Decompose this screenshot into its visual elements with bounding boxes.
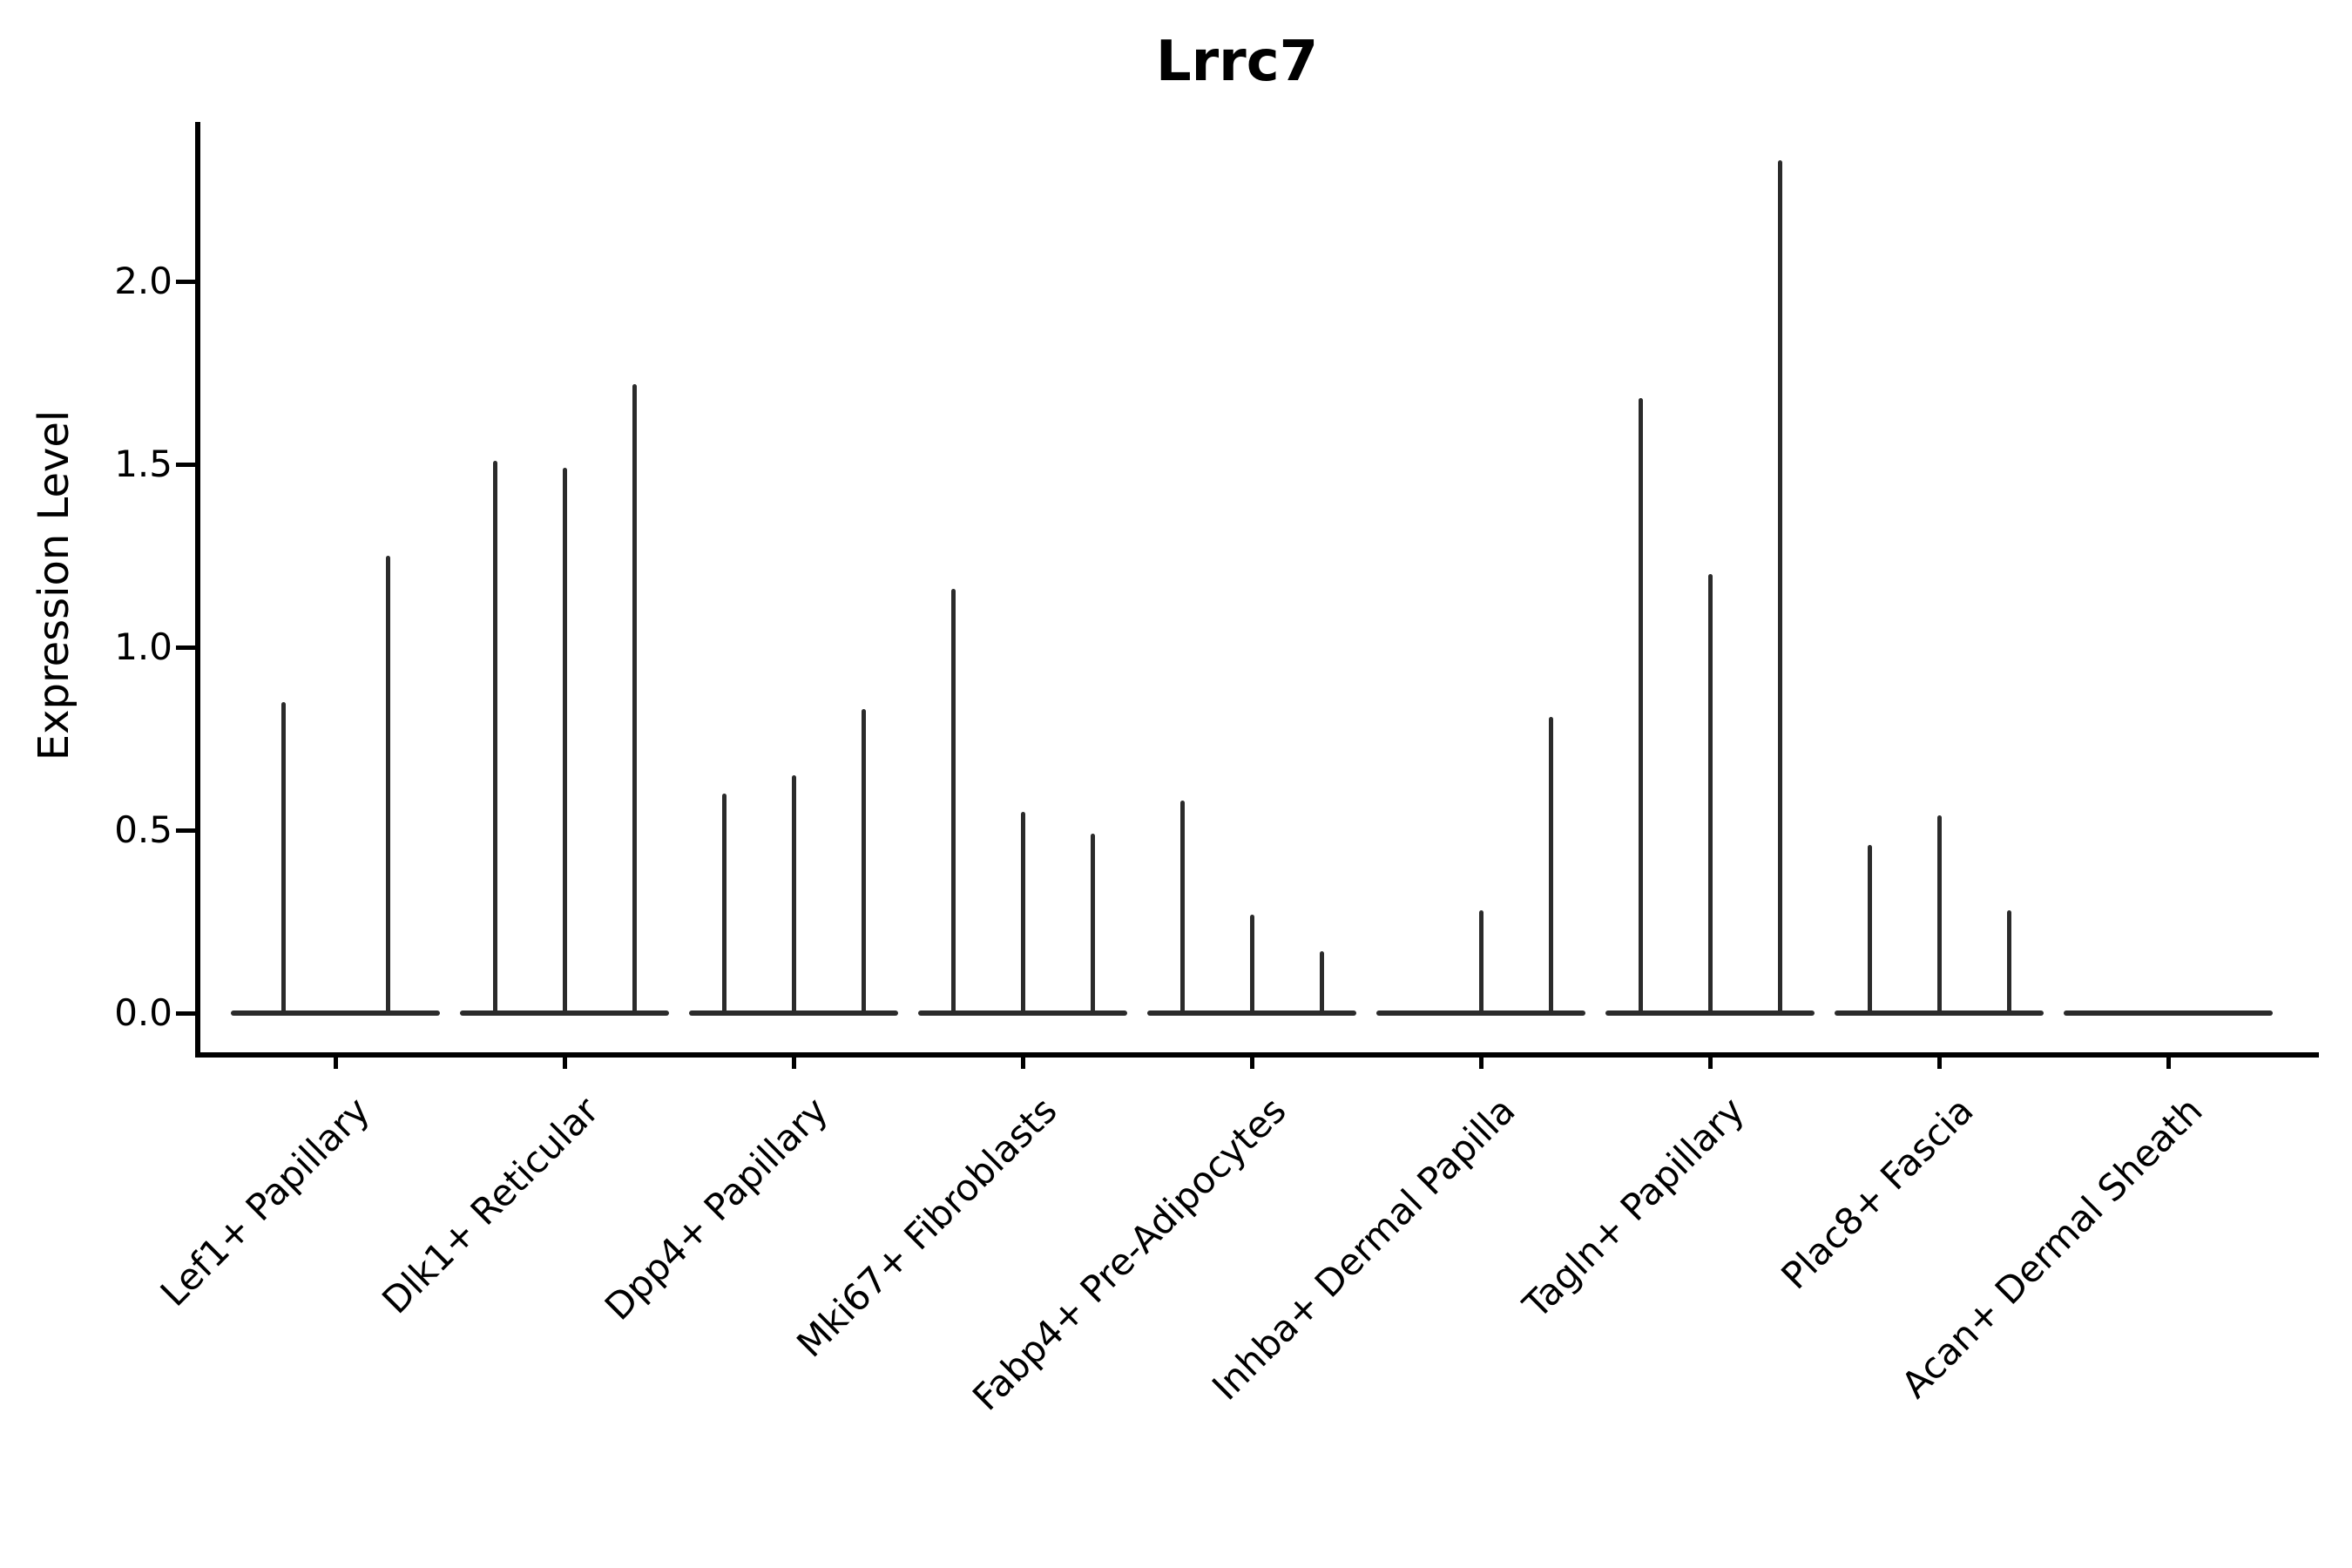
violin-spike bbox=[1021, 812, 1025, 1013]
x-tick bbox=[1937, 1055, 1942, 1069]
y-tick bbox=[176, 1011, 195, 1016]
x-tick bbox=[1479, 1055, 1484, 1069]
y-tick bbox=[176, 463, 195, 467]
x-tick-label: Dpp4+ Papillary bbox=[596, 1089, 836, 1328]
x-tick-label: Inhba+ Dermal Papilla bbox=[1203, 1089, 1524, 1409]
violin-baseline bbox=[1605, 1010, 1815, 1016]
violin-baseline bbox=[1835, 1010, 2044, 1016]
y-tick-label: 0.5 bbox=[114, 808, 172, 851]
violin-spike bbox=[1937, 815, 1942, 1013]
x-tick bbox=[563, 1055, 567, 1069]
violin-spike bbox=[1479, 910, 1484, 1013]
x-tick-label: Mki67+ Fibroblasts bbox=[788, 1089, 1065, 1366]
violin-spike bbox=[1549, 717, 1553, 1013]
violin-baseline bbox=[918, 1010, 1127, 1016]
x-tick-label: Tagln+ Papillary bbox=[1514, 1089, 1753, 1327]
y-axis-line bbox=[195, 122, 200, 1058]
x-tick bbox=[1708, 1055, 1713, 1069]
violin-spike bbox=[1708, 574, 1713, 1013]
x-tick bbox=[792, 1055, 796, 1069]
violin-spike bbox=[563, 468, 567, 1013]
violin-spike bbox=[1639, 398, 1643, 1013]
x-tick bbox=[1250, 1055, 1254, 1069]
violin-spike bbox=[1320, 951, 1324, 1013]
x-tick-label: Plac8+ Fascia bbox=[1773, 1089, 1982, 1298]
violin-baseline bbox=[1147, 1010, 1356, 1016]
violin-spike bbox=[862, 709, 866, 1013]
x-tick bbox=[334, 1055, 338, 1069]
violin-spike bbox=[386, 556, 390, 1013]
violin-spike bbox=[2007, 910, 2011, 1013]
violin-baseline bbox=[231, 1010, 440, 1016]
violin-spike bbox=[722, 794, 727, 1013]
violin-spike bbox=[1868, 845, 1872, 1013]
x-tick-label: Acan+ Dermal Sheath bbox=[1893, 1089, 2211, 1407]
y-tick-label: 0.0 bbox=[114, 991, 172, 1034]
x-tick-label: Dlk1+ Reticular bbox=[374, 1089, 607, 1322]
violin-spike bbox=[632, 384, 637, 1013]
violin-spike bbox=[281, 702, 286, 1013]
x-tick bbox=[2166, 1055, 2171, 1069]
y-tick-label: 1.0 bbox=[114, 625, 172, 668]
y-tick bbox=[176, 280, 195, 284]
y-tick bbox=[176, 828, 195, 833]
x-tick-label: Fabp4+ Pre-Adipocytes bbox=[964, 1089, 1294, 1419]
violin-baseline bbox=[460, 1010, 669, 1016]
y-tick-label: 1.5 bbox=[114, 443, 172, 485]
violin-baseline bbox=[1376, 1010, 1585, 1016]
chart-title: Lrrc7 bbox=[1155, 30, 1319, 94]
x-axis-line bbox=[195, 1052, 2319, 1058]
violin-spike bbox=[1250, 915, 1254, 1013]
violin-spike bbox=[951, 589, 956, 1013]
violin-spike bbox=[1778, 160, 1782, 1013]
x-tick bbox=[1021, 1055, 1025, 1069]
y-tick bbox=[176, 645, 195, 650]
violin-spike bbox=[792, 775, 796, 1013]
violin-spike bbox=[1180, 801, 1185, 1013]
violin-spike bbox=[493, 461, 497, 1013]
y-tick-label: 2.0 bbox=[114, 260, 172, 302]
violin-baseline bbox=[2064, 1010, 2273, 1016]
violin-spike bbox=[1091, 834, 1095, 1013]
violin-baseline bbox=[689, 1010, 898, 1016]
